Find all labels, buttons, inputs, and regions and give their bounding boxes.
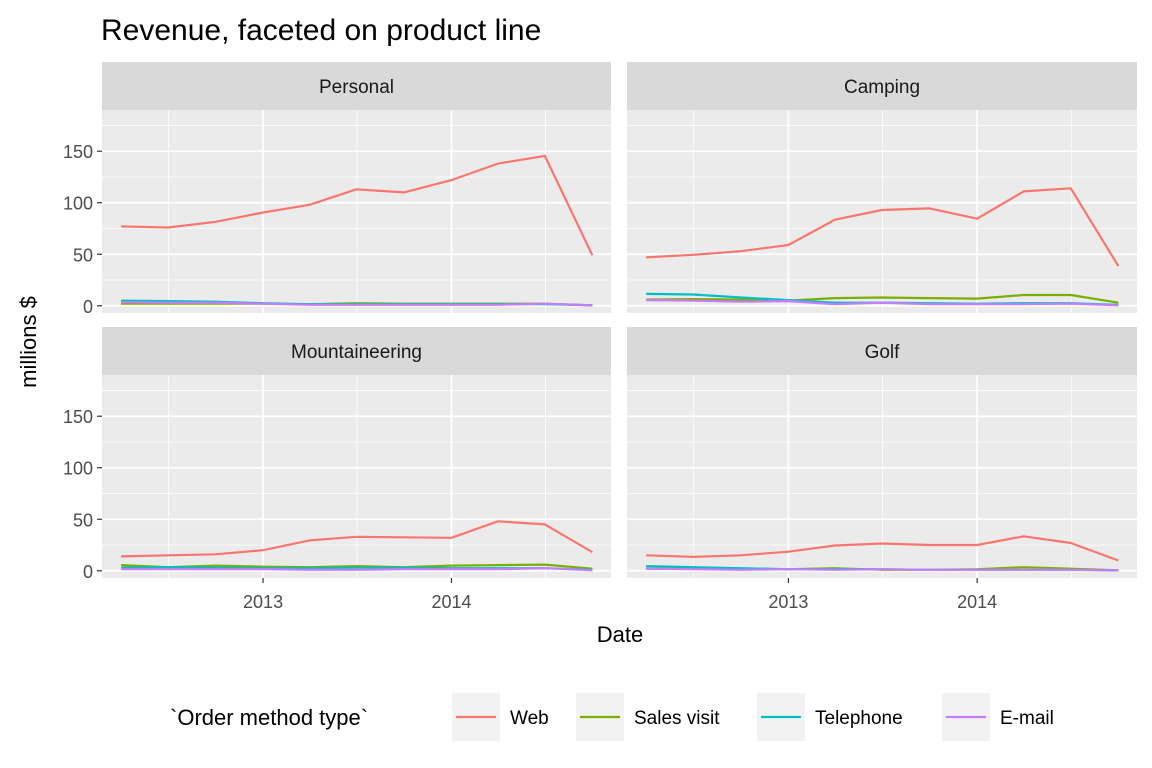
y-tick-label: 0 xyxy=(83,562,93,582)
panel-background xyxy=(627,375,1137,578)
x-tick-label: 2014 xyxy=(431,592,471,612)
y-tick-label: 100 xyxy=(63,194,93,214)
x-tick-label: 2013 xyxy=(768,592,808,612)
legend-item-telephone: Telephone xyxy=(757,693,903,741)
series-line-e-mail xyxy=(121,301,593,307)
strip-personal xyxy=(102,62,611,110)
facet-panels: Personal Camping Mountaineering Golf xyxy=(102,62,1137,578)
chart-title: Revenue, faceted on product line xyxy=(101,14,541,47)
strip-label: Mountaineering xyxy=(291,342,422,363)
y-tick-label: 0 xyxy=(83,297,93,317)
legend-label: Telephone xyxy=(815,708,903,729)
strip-camping xyxy=(627,62,1137,110)
panel-camping: Camping xyxy=(627,62,1137,313)
series-line-web xyxy=(646,535,1119,562)
legend-item-web: Web xyxy=(452,693,549,741)
series-line-web xyxy=(121,154,594,256)
strip-mountaineering xyxy=(102,327,611,375)
strip-label: Personal xyxy=(319,77,394,98)
legend-item-e-mail: E-mail xyxy=(942,693,1054,741)
x-tick-label: 2013 xyxy=(243,592,283,612)
axes: 0 50 100 150 0 50 100 150 2013 2014 2013 2014 xyxy=(63,142,997,612)
x-axis-title: Date xyxy=(597,622,643,647)
panel-personal: Personal xyxy=(102,62,611,313)
series-line-e-mail xyxy=(646,299,1119,307)
legend-label: Sales visit xyxy=(634,708,720,729)
series-line-e-mail xyxy=(646,567,1119,572)
strip-label: Camping xyxy=(844,77,920,98)
panel-background xyxy=(102,375,611,578)
strip-golf xyxy=(627,327,1137,375)
y-tick-label: 150 xyxy=(63,407,93,427)
y-tick-label: 50 xyxy=(73,510,93,530)
panel-background xyxy=(102,110,611,313)
y-tick-label: 100 xyxy=(63,459,93,479)
panel-mountaineering: Mountaineering xyxy=(102,327,611,578)
series-line-web xyxy=(121,520,593,558)
series-line-web xyxy=(646,187,1120,267)
y-tick-label: 150 xyxy=(63,142,93,162)
legend-label: E-mail xyxy=(1000,708,1054,729)
legend-item-sales-visit: Sales visit xyxy=(576,693,720,741)
series-line-sales-visit xyxy=(646,293,1119,304)
series-line-e-mail xyxy=(121,567,593,572)
legend-title: `Order method type` xyxy=(170,705,368,730)
y-axis-title: millions $ xyxy=(16,296,41,388)
panel-golf: Golf xyxy=(627,327,1137,578)
y-tick-label: 50 xyxy=(73,245,93,265)
strip-label: Golf xyxy=(865,342,901,363)
panel-background xyxy=(627,110,1137,313)
x-tick-label: 2014 xyxy=(957,592,997,612)
legend: `Order method type` Web Sales visit Teleph… xyxy=(170,693,1054,741)
legend-label: Web xyxy=(510,708,549,729)
series-line-sales-visit xyxy=(121,563,593,570)
